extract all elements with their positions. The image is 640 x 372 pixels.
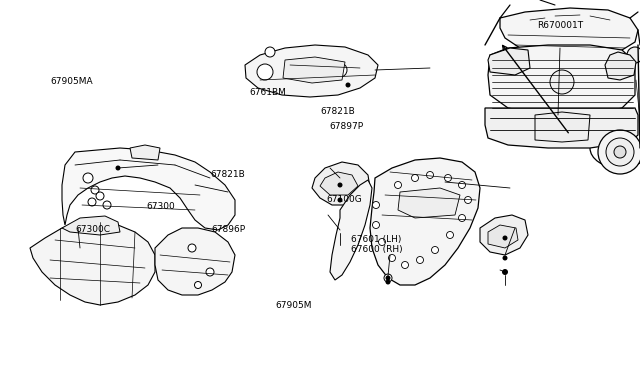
Polygon shape [605,52,636,80]
Text: 67300: 67300 [146,202,175,211]
Circle shape [502,269,508,275]
Polygon shape [488,225,518,248]
Polygon shape [535,112,590,142]
Text: 67821B: 67821B [210,170,244,179]
Circle shape [346,83,351,87]
Polygon shape [480,215,528,255]
Circle shape [337,227,343,233]
Circle shape [385,279,390,285]
Circle shape [627,47,640,63]
Circle shape [465,196,472,203]
Circle shape [614,146,626,158]
Text: 67896P: 67896P [211,225,245,234]
Circle shape [188,244,196,252]
Circle shape [384,274,392,282]
Circle shape [372,221,380,228]
Circle shape [419,177,424,183]
Polygon shape [320,172,358,195]
Polygon shape [312,162,370,205]
Circle shape [394,182,401,189]
Circle shape [337,198,342,202]
Polygon shape [488,48,530,75]
Circle shape [103,201,111,209]
Text: R670001T: R670001T [538,21,584,30]
Text: 67897P: 67897P [330,122,364,131]
Polygon shape [330,180,372,280]
Circle shape [372,202,380,208]
Circle shape [96,192,104,200]
Circle shape [265,47,275,57]
Polygon shape [30,222,155,305]
Text: 67905MA: 67905MA [50,77,93,86]
Polygon shape [155,228,235,295]
Circle shape [91,186,99,194]
Circle shape [447,231,454,238]
Polygon shape [400,162,445,198]
Circle shape [378,238,385,246]
Circle shape [431,247,438,253]
Polygon shape [62,148,235,230]
Circle shape [417,257,424,263]
Circle shape [115,166,120,170]
Circle shape [458,215,465,221]
Text: 6761BM: 6761BM [250,88,287,97]
Text: 67821B: 67821B [320,107,355,116]
Polygon shape [488,45,635,115]
Polygon shape [398,188,460,218]
Circle shape [257,64,273,80]
Circle shape [438,186,442,190]
Circle shape [606,138,634,166]
Circle shape [206,268,214,276]
Text: 67100G: 67100G [326,195,362,203]
Circle shape [550,70,574,94]
Circle shape [445,174,451,182]
Circle shape [385,276,390,280]
Circle shape [388,254,396,262]
Circle shape [401,262,408,269]
Polygon shape [485,108,638,148]
Polygon shape [370,158,480,285]
Polygon shape [130,145,160,160]
Polygon shape [245,45,378,97]
Circle shape [502,256,508,260]
Circle shape [458,182,465,189]
Polygon shape [500,8,638,58]
Text: 67600 (RH): 67600 (RH) [351,246,403,254]
Text: 67601 (LH): 67601 (LH) [351,235,401,244]
Text: 67905M: 67905M [275,301,312,310]
Circle shape [598,130,640,174]
Circle shape [83,173,93,183]
Text: 67300C: 67300C [76,225,111,234]
Circle shape [337,183,342,187]
Polygon shape [62,216,120,235]
Circle shape [412,174,419,182]
Polygon shape [283,57,345,83]
Circle shape [502,235,508,241]
Circle shape [426,171,433,179]
Circle shape [88,198,96,206]
Circle shape [195,282,202,289]
Circle shape [333,63,347,77]
